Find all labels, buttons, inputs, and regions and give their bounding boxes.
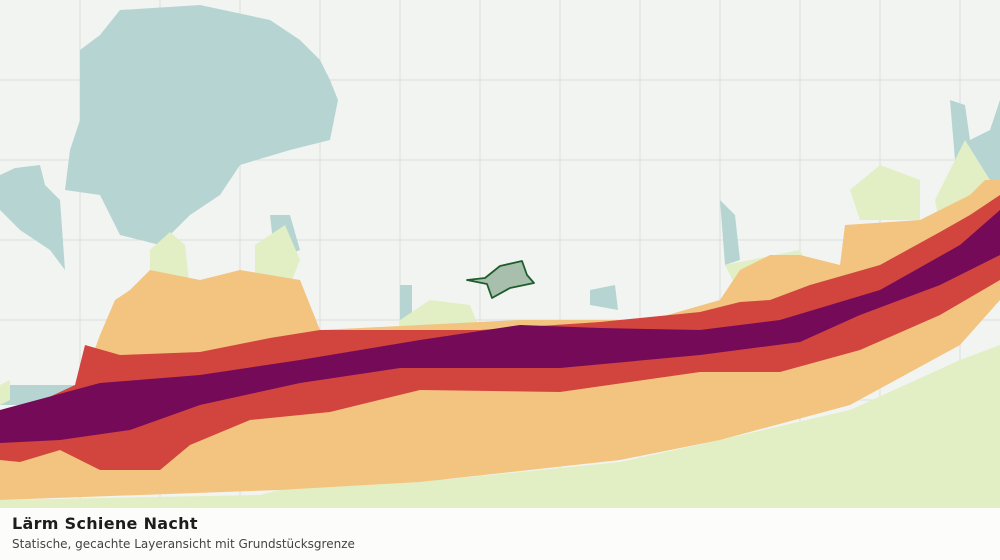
map-subtitle: Statische, gecachte Layeransicht mit Gru…	[12, 537, 355, 551]
very-high-noise-zone	[0, 210, 1000, 443]
map-title: Lärm Schiene Nacht	[12, 514, 198, 533]
parcel-boundary	[466, 260, 535, 299]
caption: Lärm Schiene Nacht Statische, gecachte L…	[0, 508, 1000, 560]
map	[0, 0, 1000, 508]
